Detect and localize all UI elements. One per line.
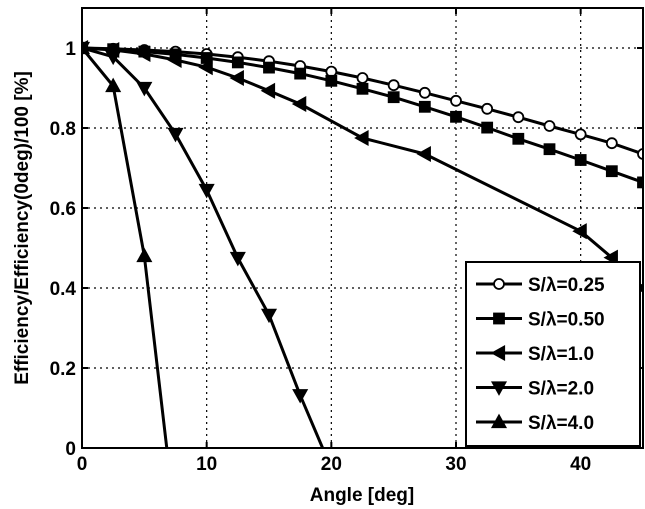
- x-tick-label: 30: [445, 454, 466, 475]
- circle-marker: [418, 86, 431, 99]
- y-tick-label: 0.8: [50, 119, 76, 140]
- legend-label: S/λ=0.25: [528, 275, 605, 296]
- triangle-up-marker: [490, 413, 508, 429]
- legend-item: S/λ=0.25: [476, 275, 605, 296]
- square-marker: [294, 67, 307, 80]
- triangle-left-marker: [167, 51, 182, 69]
- triangle-left-marker: [291, 95, 307, 113]
- y-tick-label: 0.2: [50, 359, 76, 380]
- x-tick-label: 40: [570, 454, 591, 475]
- circle-marker: [481, 102, 494, 115]
- square-marker: [543, 143, 556, 156]
- circle-marker: [543, 120, 556, 132]
- y-tick-label: 1: [65, 39, 76, 60]
- legend-label: S/λ=2.0: [528, 379, 594, 400]
- square-marker: [231, 56, 244, 69]
- circle-marker: [512, 111, 525, 124]
- triangle-left-marker: [416, 145, 431, 163]
- triangle-left-marker: [260, 82, 276, 99]
- circle-marker: [493, 278, 505, 290]
- triangle-left-marker: [354, 129, 369, 147]
- plot-series-area: [82, 39, 643, 448]
- legend: S/λ=0.25 S/λ=0.50 S/λ=1.0 S/λ=2.0 S/λ=4.0: [465, 261, 641, 447]
- triangle-left-marker: [198, 59, 213, 76]
- triangle-down-marker: [490, 381, 508, 396]
- series-line: [82, 47, 169, 448]
- legend-label: S/λ=1.0: [528, 344, 594, 365]
- axis-ticks: 0 10 20 30 40 0 0.2 0.4 0.6 0.8 1: [50, 8, 643, 475]
- triangle-down-marker: [292, 389, 309, 404]
- y-tick-label: 0.4: [50, 279, 77, 300]
- triangle-up-marker: [136, 247, 153, 263]
- series-2: [82, 42, 643, 189]
- triangle-down-marker: [229, 251, 246, 267]
- triangle-down-marker: [105, 50, 122, 66]
- square-marker: [325, 74, 338, 87]
- series-5: [82, 39, 169, 448]
- series-4: [82, 41, 324, 448]
- square-marker: [605, 165, 618, 178]
- square-marker: [637, 176, 643, 189]
- x-tick-label: 20: [321, 454, 342, 475]
- square-marker: [512, 132, 525, 145]
- circle-marker: [605, 137, 618, 150]
- square-marker: [574, 154, 587, 166]
- x-tick-label: 0: [77, 454, 88, 475]
- circle-marker: [356, 72, 369, 84]
- triangle-down-marker: [198, 183, 215, 199]
- square-marker: [418, 100, 431, 113]
- legend-item: S/λ=2.0: [476, 379, 594, 400]
- triangle-left-marker: [490, 344, 506, 362]
- y-tick-label: 0: [65, 439, 76, 460]
- triangle-left-marker: [572, 223, 587, 240]
- square-marker: [450, 110, 462, 123]
- legend-item: S/λ=0.50: [476, 310, 605, 331]
- square-marker: [263, 61, 275, 74]
- circle-marker: [387, 79, 400, 92]
- x-tick-label: 10: [196, 454, 217, 475]
- square-marker: [481, 121, 494, 134]
- circle-marker: [450, 94, 462, 107]
- triangle-down-marker: [260, 308, 278, 324]
- x-axis-label: Angle [deg]: [310, 485, 415, 506]
- y-axis-label: Efficiency/Efficiency(0deg)/100 [%]: [12, 71, 33, 385]
- circle-marker: [637, 148, 643, 160]
- square-marker: [356, 82, 369, 95]
- plot-frame: [81, 7, 644, 449]
- triangle-up-marker: [105, 77, 122, 93]
- square-marker: [387, 91, 400, 104]
- triangle-down-marker: [136, 81, 153, 97]
- triangle-left-marker: [603, 249, 618, 266]
- legend-label: S/λ=0.50: [528, 310, 605, 331]
- triangle-left-marker: [229, 69, 244, 87]
- circle-marker: [574, 128, 587, 141]
- y-tick-label: 0.6: [50, 199, 76, 220]
- legend-label: S/λ=4.0: [528, 413, 594, 434]
- square-marker: [493, 312, 505, 325]
- legend-item: S/λ=4.0: [476, 413, 594, 434]
- triangle-left-marker: [135, 45, 151, 63]
- legend-item: S/λ=1.0: [476, 344, 594, 365]
- triangle-down-marker: [167, 127, 184, 143]
